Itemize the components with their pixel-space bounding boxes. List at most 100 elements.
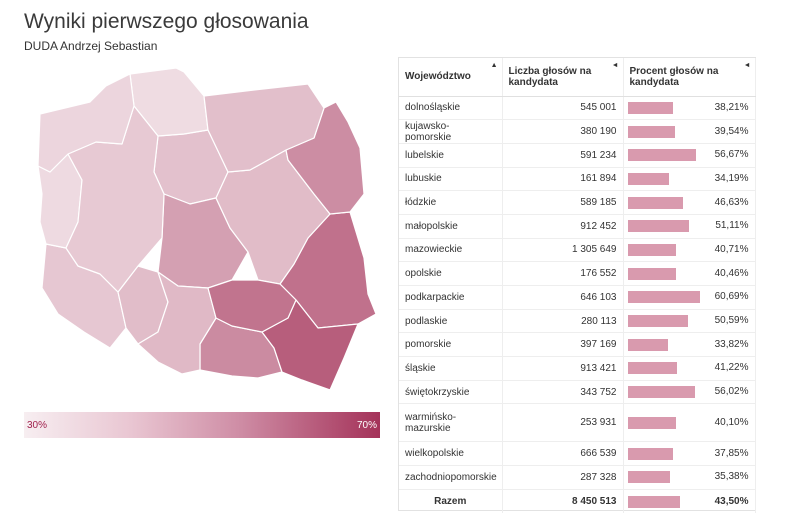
votes-count: 666 539	[502, 441, 624, 467]
region-name: kujawsko-pomorskie	[399, 119, 503, 144]
percent-bar	[627, 196, 684, 209]
percent-cell: 41,22%	[623, 356, 756, 381]
votes-count: 176 552	[502, 261, 624, 286]
percent-value: 39,54%	[714, 125, 749, 137]
percent-value: 56,02%	[714, 386, 749, 398]
percent-bar	[627, 267, 677, 280]
percent-bar	[627, 416, 676, 429]
percent-value: 40,46%	[714, 267, 749, 279]
percent-bar	[627, 362, 677, 375]
table-row: lubelskie 591 234 56,67%	[399, 143, 756, 168]
percent-bar	[627, 291, 701, 304]
percent-bar	[627, 220, 689, 233]
votes-count: 280 113	[502, 309, 624, 334]
percent-value: 38,21%	[714, 101, 749, 113]
table-row: podkarpackie 646 103 60,69%	[399, 285, 756, 310]
column-header-percent[interactable]: Procent głosów na kandydata ◄	[623, 58, 756, 97]
column-header-region[interactable]: Województwo ▲	[399, 58, 503, 97]
table-row: świętokrzyskie 343 752 56,02%	[399, 380, 756, 405]
region-name: dolnośląskie	[399, 96, 503, 121]
map-region-zachodniopomorskie[interactable]	[37, 73, 135, 173]
table-row: dolnośląskie 545 001 38,21%	[399, 96, 756, 121]
percent-value: 33,82%	[714, 338, 749, 350]
results-table-container: Województwo ▲ Liczba głosów na kandydata…	[398, 57, 756, 514]
total-percent-cell: 43,50%	[623, 489, 756, 514]
percent-cell: 40,46%	[623, 261, 756, 286]
percent-bar	[627, 149, 696, 162]
votes-count: 589 185	[502, 190, 624, 215]
votes-count: 591 234	[502, 143, 624, 168]
percent-value: 46,63%	[714, 196, 749, 208]
percent-value: 34,19%	[714, 172, 749, 184]
total-percent: 43,50%	[714, 495, 749, 507]
results-table: Województwo ▲ Liczba głosów na kandydata…	[399, 58, 756, 514]
map-region-świętokrzyskie[interactable]	[207, 279, 297, 333]
region-name: podkarpackie	[399, 285, 503, 310]
percent-bar	[627, 447, 673, 460]
percent-cell: 37,85%	[623, 441, 756, 467]
percent-cell: 34,19%	[623, 167, 756, 192]
table-row: zachodniopomorskie 287 328 35,38%	[399, 465, 756, 490]
percent-cell: 56,67%	[623, 143, 756, 168]
region-name: mazowieckie	[399, 238, 503, 263]
votes-count: 397 169	[502, 332, 624, 358]
region-name: śląskie	[399, 356, 503, 381]
percent-value: 37,85%	[714, 447, 749, 459]
votes-count: 253 931	[502, 403, 624, 443]
table-row: kujawsko-pomorskie 380 190 39,54%	[399, 119, 756, 144]
percent-bar	[627, 101, 674, 114]
percent-value: 56,67%	[714, 149, 749, 161]
percent-bar	[627, 471, 670, 484]
percent-bar	[627, 315, 689, 328]
percent-cell: 60,69%	[623, 285, 756, 310]
sort-left-icon[interactable]: ◄	[611, 62, 619, 69]
percent-bar	[627, 125, 675, 138]
table-row: łódzkie 589 185 46,63%	[399, 190, 756, 215]
sort-asc-icon[interactable]: ▲	[490, 62, 498, 69]
percent-bar	[627, 338, 669, 351]
votes-count: 913 421	[502, 356, 624, 381]
votes-count: 380 190	[502, 119, 624, 144]
candidate-name: DUDA Andrzej Sebastian	[24, 39, 158, 53]
votes-count: 287 328	[502, 465, 624, 490]
percent-value: 41,22%	[714, 362, 749, 374]
page-title: Wyniki pierwszego głosowania	[24, 10, 309, 33]
region-name: pomorskie	[399, 332, 503, 358]
region-name: łódzkie	[399, 190, 503, 215]
percent-value: 51,11%	[715, 220, 749, 232]
percent-cell: 38,21%	[623, 96, 756, 121]
map-region-śląskie[interactable]	[137, 271, 217, 375]
votes-count: 646 103	[502, 285, 624, 310]
percent-cell: 33,82%	[623, 332, 756, 358]
table-header-row: Województwo ▲ Liczba głosów na kandydata…	[399, 58, 756, 97]
column-header-region-label: Województwo	[405, 71, 471, 83]
votes-count: 545 001	[502, 96, 624, 121]
total-label: Razem	[399, 489, 503, 514]
choropleth-map	[37, 67, 377, 391]
scale-max-label: 70%	[356, 420, 377, 431]
percent-value: 60,69%	[714, 291, 749, 303]
table-row: warmińsko-mazurskie 253 931 40,10%	[399, 403, 756, 443]
table-row: pomorskie 397 169 33,82%	[399, 332, 756, 358]
percent-bar	[627, 243, 677, 256]
percent-cell: 35,38%	[623, 465, 756, 490]
table-row: lubuskie 161 894 34,19%	[399, 167, 756, 192]
map-region-warmińsko-mazurskie[interactable]	[203, 83, 325, 173]
table-row: wielkopolskie 666 539 37,85%	[399, 441, 756, 467]
percent-bar	[627, 172, 669, 185]
table-row: opolskie 176 552 40,46%	[399, 261, 756, 286]
region-name: świętokrzyskie	[399, 380, 503, 405]
percent-value: 40,71%	[714, 243, 749, 255]
table-row: mazowieckie 1 305 649 40,71%	[399, 238, 756, 263]
votes-count: 1 305 649	[502, 238, 624, 263]
region-name: warmińsko-mazurskie	[399, 403, 503, 443]
percent-value: 40,10%	[714, 416, 749, 428]
region-name: lubelskie	[399, 143, 503, 168]
votes-count: 161 894	[502, 167, 624, 192]
total-percent-bar	[627, 495, 680, 508]
sort-left-icon[interactable]: ◄	[743, 62, 751, 69]
region-name: lubuskie	[399, 167, 503, 192]
percent-cell: 40,71%	[623, 238, 756, 263]
column-header-votes[interactable]: Liczba głosów na kandydata ◄	[502, 58, 624, 97]
total-votes: 8 450 513	[502, 489, 624, 514]
